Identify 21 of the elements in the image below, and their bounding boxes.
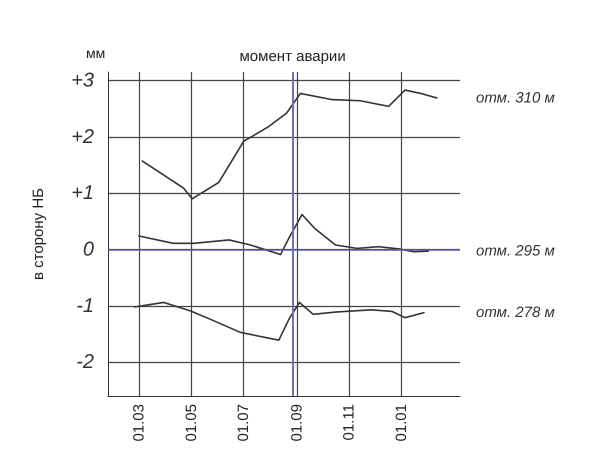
x-tick-label: 01.11 (340, 404, 358, 440)
text: отм. 310 м (476, 89, 555, 106)
text: мм (86, 45, 106, 61)
y-axis-title: в сторону НБ (30, 188, 47, 280)
x-tick-label: 01.03 (130, 404, 148, 442)
y-tick-label: -2 (76, 351, 94, 374)
x-tick-label: 01.07 (235, 404, 252, 442)
y-tick-label: +3 (71, 69, 94, 92)
y-tick-label: +2 (71, 126, 94, 148)
line-series (134, 302, 425, 342)
x-tick-label: 01.01 (393, 404, 410, 442)
x-tick-label: 01.05 (182, 404, 200, 442)
x-tick-label: 01.09 (288, 404, 306, 442)
y-tick-label: 0 (82, 238, 94, 260)
text: отм. 295 м (476, 242, 555, 260)
ref-line-label: момент аварии (239, 48, 346, 65)
text: отм. 278 м (476, 304, 555, 322)
line-series (138, 214, 430, 256)
y-tick-label: +1 (71, 182, 94, 204)
y-tick-label: -1 (76, 294, 94, 317)
line-series (142, 89, 438, 200)
